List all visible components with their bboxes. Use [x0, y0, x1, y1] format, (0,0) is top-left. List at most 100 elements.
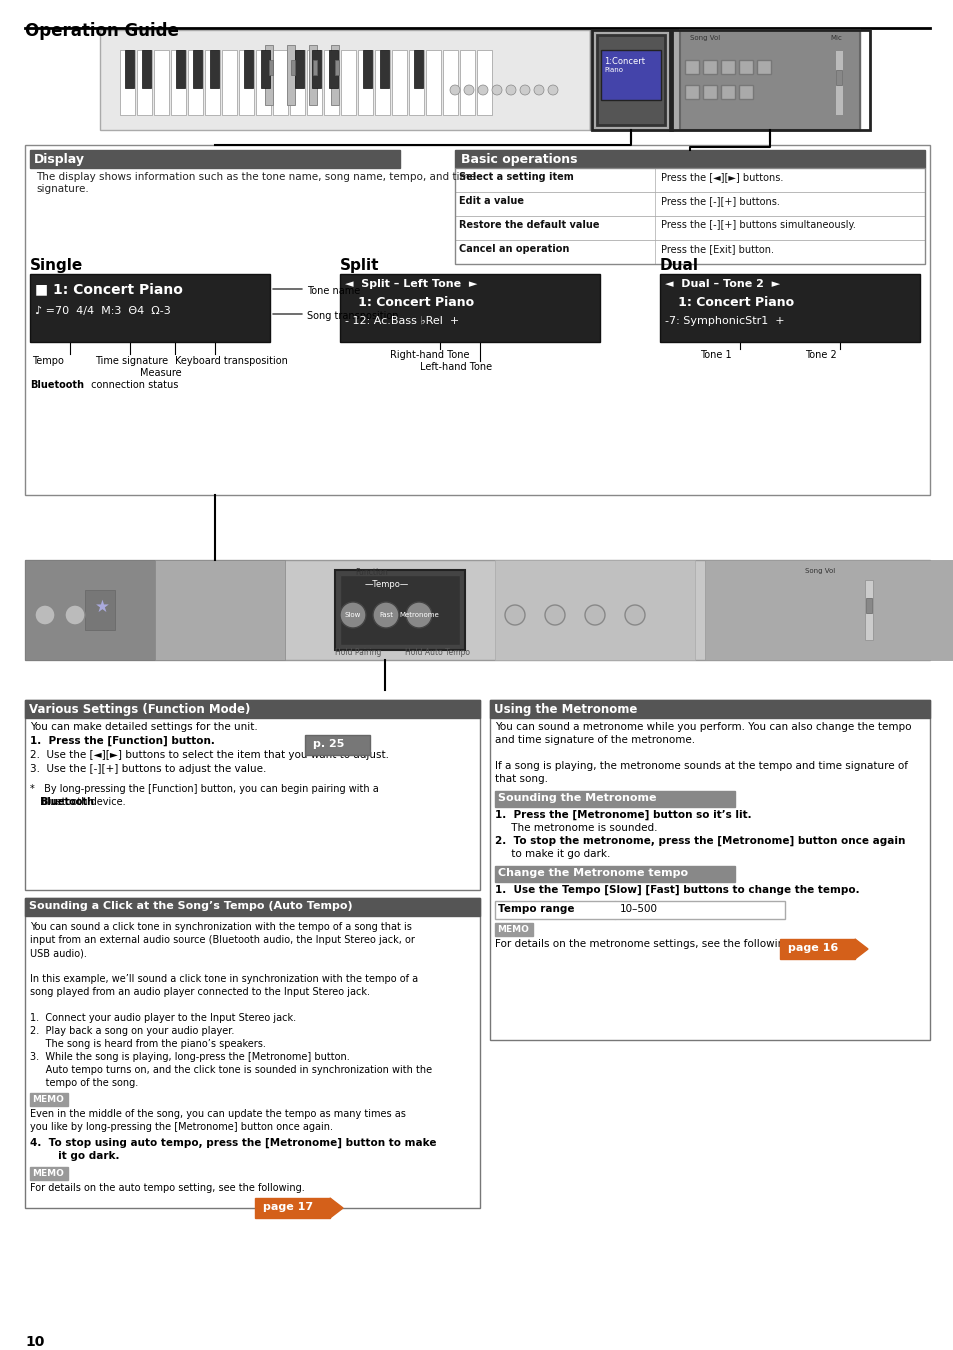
Bar [495, 865, 734, 882]
Bar [205, 50, 220, 115]
Bar [287, 45, 294, 105]
Circle shape [505, 85, 516, 94]
Bar [757, 59, 770, 74]
Bar [455, 216, 924, 240]
Text: Slow: Slow [344, 612, 361, 618]
Bar [25, 701, 479, 890]
Text: Function: Function [355, 568, 387, 576]
Circle shape [544, 605, 564, 625]
Text: song played from an audio player connected to the Input Stereo jack.: song played from an audio player connect… [30, 987, 370, 998]
Text: Hold Pairing: Hold Pairing [335, 648, 381, 657]
Bar [597, 35, 664, 126]
Bar [834, 50, 842, 115]
Text: Auto tempo turns on, and the click tone is sounded in synchronization with the: Auto tempo turns on, and the click tone … [30, 1065, 432, 1075]
Polygon shape [854, 940, 867, 958]
Bar [171, 50, 186, 115]
Bar [222, 50, 236, 115]
Bar [291, 59, 294, 76]
Bar [739, 59, 752, 74]
Bar [455, 150, 924, 167]
Bar [864, 580, 872, 640]
Bar [455, 167, 924, 265]
Text: For details on the metronome settings, see the following.: For details on the metronome settings, s… [495, 940, 794, 949]
Circle shape [35, 605, 55, 625]
Text: Restore the default value: Restore the default value [458, 220, 598, 230]
Circle shape [504, 605, 524, 625]
Text: Single: Single [30, 258, 83, 273]
Bar [30, 1166, 68, 1180]
Text: Using the Metronome: Using the Metronome [494, 703, 637, 716]
Text: ◄  Dual – Tone 2  ►: ◄ Dual – Tone 2 ► [664, 279, 780, 289]
Text: ◄  Split – Left Tone  ►: ◄ Split – Left Tone ► [345, 279, 476, 289]
Text: ♪ =70  4/4  M:3  Θ4  Ω-3: ♪ =70 4/4 M:3 Θ4 Ω-3 [35, 306, 171, 316]
Text: Mic: Mic [829, 35, 841, 40]
Text: Cancel an operation: Cancel an operation [458, 244, 569, 254]
Text: MEMO: MEMO [497, 925, 528, 934]
Text: 1.  Press the [Metronome] button so it’s lit.: 1. Press the [Metronome] button so it’s … [495, 810, 751, 821]
Bar [739, 85, 752, 99]
Text: Tempo range: Tempo range [497, 904, 574, 914]
Circle shape [492, 85, 501, 94]
Text: —Tempo—: —Tempo— [365, 580, 409, 589]
Bar [193, 50, 202, 88]
Text: 3.  While the song is playing, long-press the [Metronome] button.: 3. While the song is playing, long-press… [30, 1052, 350, 1062]
Text: You can make detailed settings for the unit.: You can make detailed settings for the u… [30, 722, 257, 732]
Circle shape [534, 85, 543, 94]
Bar [490, 701, 929, 1040]
Bar [684, 85, 699, 99]
Bar [25, 701, 479, 718]
Bar [455, 240, 924, 265]
Text: Sounding the Metronome: Sounding the Metronome [497, 792, 656, 803]
Text: input from an external audio source (Bluetooth audio, the Input Stereo jack, or: input from an external audio source (Blu… [30, 936, 415, 945]
Bar [239, 50, 253, 115]
Circle shape [450, 85, 459, 94]
Text: *   By long-pressing the [Function] button, you can begin pairing with a: * By long-pressing the [Function] button… [30, 784, 378, 794]
Text: 1.  Press the [Function] button.: 1. Press the [Function] button. [30, 736, 214, 747]
Text: The metronome is sounded.: The metronome is sounded. [495, 824, 657, 833]
Text: Bluetooth: Bluetooth [40, 796, 94, 807]
Bar [273, 50, 288, 115]
Bar [30, 150, 399, 167]
Text: 1.  Connect your audio player to the Input Stereo jack.: 1. Connect your audio player to the Inpu… [30, 1012, 295, 1023]
Bar [414, 50, 422, 88]
Text: Left-hand Tone: Left-hand Tone [419, 362, 492, 373]
Bar [409, 50, 423, 115]
Text: p. 25: p. 25 [313, 738, 344, 749]
Text: Operation Guide: Operation Guide [25, 22, 179, 40]
Bar [154, 560, 285, 660]
Text: Tempo: Tempo [32, 356, 64, 366]
Text: Right-hand Tone: Right-hand Tone [390, 350, 469, 360]
Text: you like by long-pressing the [Metronome] button once again.: you like by long-pressing the [Metronome… [30, 1122, 333, 1133]
Circle shape [463, 85, 474, 94]
Text: MEMO: MEMO [32, 1095, 64, 1104]
Text: 2.  Play back a song on your audio player.: 2. Play back a song on your audio player… [30, 1026, 234, 1035]
Text: The song is heard from the piano’s speakers.: The song is heard from the piano’s speak… [30, 1040, 266, 1049]
Text: that song.: that song. [495, 774, 547, 784]
Text: Display: Display [34, 153, 85, 166]
Text: Edit a value: Edit a value [458, 196, 523, 207]
Bar [495, 923, 533, 936]
Text: Tone 2: Tone 2 [804, 350, 836, 360]
Text: to make it go dark.: to make it go dark. [495, 849, 610, 859]
Bar [30, 274, 270, 342]
Bar [85, 590, 115, 630]
Bar [379, 50, 389, 88]
Bar [339, 274, 599, 342]
Bar [704, 560, 953, 660]
Bar [175, 50, 185, 88]
Circle shape [584, 605, 604, 625]
Bar [331, 45, 338, 105]
Text: You can sound a click tone in synchronization with the tempo of a song that is: You can sound a click tone in synchroniz… [30, 922, 412, 931]
Circle shape [406, 602, 432, 628]
Bar [669, 30, 869, 130]
Bar [25, 144, 929, 495]
Bar [100, 30, 589, 130]
Bar [269, 59, 273, 76]
Bar [495, 791, 734, 807]
Circle shape [373, 602, 398, 628]
Text: Even in the middle of the song, you can update the tempo as many times as: Even in the middle of the song, you can … [30, 1108, 405, 1119]
Text: Metronome: Metronome [398, 612, 438, 618]
Bar [702, 85, 717, 99]
Text: 1:Concert: 1:Concert [603, 57, 644, 66]
Bar [313, 59, 316, 76]
